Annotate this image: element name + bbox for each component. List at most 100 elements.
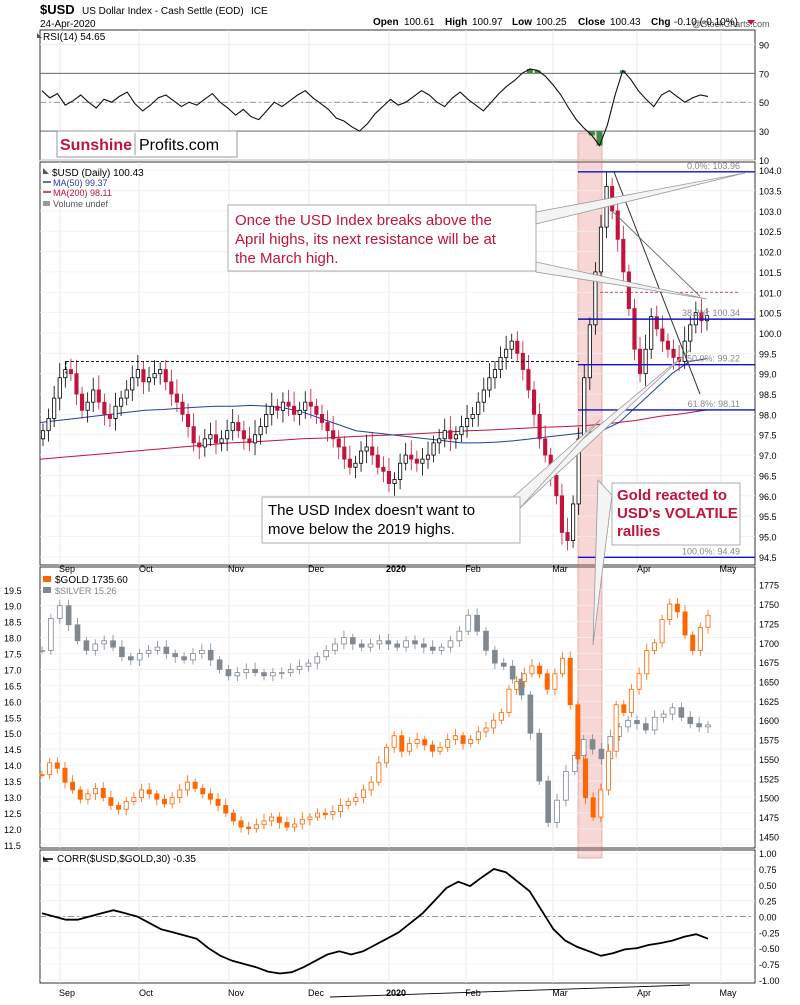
- silver-candle-body: [492, 649, 498, 664]
- gold-candle-body: [414, 739, 420, 744]
- usd-candle-body: [197, 442, 202, 448]
- gold-candle-body: [636, 673, 642, 690]
- ohlc-high-label: High: [445, 17, 467, 28]
- usd-candle-body: [688, 324, 693, 342]
- gold-candle-body: [54, 762, 60, 769]
- annotation-bottom-line: move below the 2019 highs.: [268, 521, 455, 538]
- usd-candle-body: [571, 503, 576, 541]
- silver-candle-body: [323, 649, 329, 658]
- usd-candle-body: [643, 348, 648, 375]
- header-date: 24-Apr-2020: [40, 19, 96, 30]
- gold-candle-body: [468, 739, 474, 744]
- gold-candle-body: [215, 798, 221, 806]
- usd-candle-body: [241, 430, 246, 440]
- silver-candle-body: [483, 630, 489, 651]
- silver-ytick-label: 15.5: [4, 713, 22, 723]
- gold-candle-body: [108, 797, 114, 806]
- silver-ytick-label: 13.5: [4, 777, 22, 787]
- gold-ytick-label: 1600: [759, 716, 779, 726]
- usd-xtick-label: Nov: [228, 564, 245, 574]
- gold-candle-body: [77, 789, 83, 800]
- usd-candle-body: [124, 389, 129, 399]
- gold-candle-body: [184, 781, 190, 791]
- gold-ytick-label: 1500: [759, 794, 779, 804]
- annotation-top-line: the March high.: [235, 250, 338, 267]
- usd-candle-body: [398, 462, 403, 480]
- silver-candle-body: [571, 755, 578, 772]
- silver-candle-body: [554, 799, 560, 823]
- gold-candle-body: [621, 704, 627, 713]
- silver-candle-body: [341, 637, 347, 645]
- silver-candle-body: [270, 672, 276, 677]
- gold-candle-body: [338, 805, 344, 813]
- gold-candle-body: [207, 793, 213, 800]
- silver-candle-body: [385, 640, 392, 645]
- annotation-top-box: [227, 204, 537, 272]
- silver-candle-body: [660, 713, 667, 718]
- silver-candle-body: [287, 669, 294, 674]
- gold-candle-body: [47, 762, 53, 775]
- usd-ytick-label: 102.0: [759, 248, 782, 258]
- annotation-gold-line: Gold reacted to: [617, 487, 727, 504]
- silver-candle-body: [332, 643, 338, 651]
- usd-ytick-label: 100.5: [759, 309, 782, 319]
- silver-candle-body: [243, 669, 250, 674]
- gold-candle-body: [85, 793, 91, 800]
- gold-candle-body: [445, 739, 451, 748]
- silver-ytick-label: 17.0: [4, 665, 22, 675]
- usd-candle-body: [526, 369, 531, 391]
- gold-candle-body: [361, 789, 366, 799]
- gold-candle-body: [276, 816, 282, 823]
- gold-candle-body: [460, 735, 466, 744]
- usd-ytick-label: 98.0: [759, 410, 777, 420]
- corr-xtick-label: Nov: [228, 988, 245, 998]
- gold-candle-body: [628, 688, 634, 713]
- fib-level-label: 100.0%: 94.49: [682, 546, 740, 556]
- gold-candle-body: [39, 774, 45, 776]
- silver-ytick-label: 11.5: [4, 841, 21, 851]
- silver-candle-body: [136, 653, 143, 661]
- usd-candle-body: [286, 401, 291, 407]
- usd-candle-body: [615, 210, 620, 240]
- usd-candle-body: [247, 438, 252, 444]
- usd-candle-body: [85, 401, 90, 411]
- usd-candle-body: [671, 348, 676, 358]
- gold-candle-body: [62, 767, 68, 783]
- silver-candle-body: [261, 672, 267, 677]
- rsi-ytick-label: 70: [759, 69, 769, 79]
- usd-ytick-label: 96.5: [759, 471, 777, 481]
- gold-candle-body: [315, 812, 321, 818]
- silver-candle-body: [580, 739, 587, 756]
- usd-candle-body: [186, 413, 191, 427]
- usd-candle-body: [74, 373, 79, 395]
- usd-candle-body: [158, 369, 163, 375]
- silver-ytick-label: 18.5: [4, 618, 22, 628]
- usd-candle-body: [649, 316, 654, 350]
- usd-candle-body: [146, 377, 152, 383]
- silver-candle-body: [421, 643, 427, 648]
- gold-ytick-label: 1675: [759, 658, 779, 668]
- gold-candle-body: [292, 823, 298, 828]
- rsi-ytick-label: 30: [759, 127, 769, 137]
- silver-candle-body: [305, 662, 312, 667]
- ohlc-open-label: Open: [373, 17, 399, 28]
- silver-candle-body: [500, 662, 507, 667]
- usd-candle-body: [292, 405, 297, 415]
- usd-collapse-icon: [43, 168, 49, 174]
- ohlc-low-value: 100.25: [536, 17, 567, 28]
- gold-candle-body: [682, 611, 688, 636]
- usd-candle-body: [364, 446, 369, 452]
- usd-candle-body: [219, 438, 224, 444]
- corr-ytick-label: 0.00: [759, 913, 777, 923]
- ohlc-low-label: Low: [512, 17, 532, 28]
- gold-candle-body: [139, 789, 144, 799]
- usd-candle-body: [258, 426, 263, 436]
- gold-candle-body: [529, 665, 535, 675]
- volume-legend-swatch: [43, 201, 50, 206]
- corr-xtick-label: Oct: [139, 988, 154, 998]
- silver-candle-body: [438, 646, 445, 651]
- downtrend-line: [613, 171, 701, 395]
- usd-candle-body: [319, 413, 325, 423]
- gold-candle-body: [261, 820, 267, 826]
